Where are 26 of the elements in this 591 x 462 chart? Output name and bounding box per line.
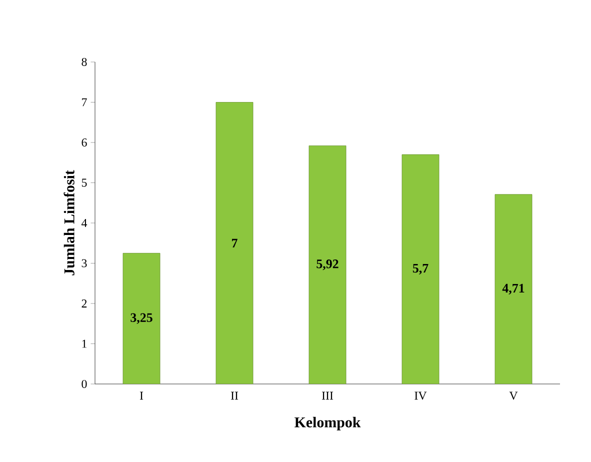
y-tick-label: 0 [82, 380, 87, 388]
x-tick-label: V [509, 392, 518, 400]
data-label: 4,71 [502, 284, 524, 294]
y-tick-label: 3 [82, 259, 87, 268]
y-tick-label: 1 [82, 340, 87, 348]
bar [216, 102, 254, 384]
y-tick-label: 5 [82, 178, 87, 187]
bar [122, 252, 160, 384]
y-tick-label: 2 [82, 300, 87, 308]
x-tick-label: IV [414, 392, 427, 400]
y-tick-label: 6 [82, 138, 87, 146]
y-tick-label: 8 [82, 58, 87, 66]
x-axis-title: Kelompok [294, 416, 361, 430]
y-tick-label: 7 [82, 98, 87, 106]
data-label: 3,25 [130, 313, 152, 324]
x-tick-label: I [140, 392, 144, 400]
bar [308, 146, 346, 384]
data-label: 5,7 [412, 264, 428, 275]
x-tick-label: II [230, 392, 238, 400]
data-label: 7 [232, 238, 238, 248]
bar [402, 154, 440, 384]
y-tick-label: 4 [81, 219, 88, 227]
bar [494, 194, 532, 384]
x-tick-label: III [322, 392, 334, 400]
y-axis-title: Jumlah Limfosit [64, 170, 74, 276]
data-label: 5,92 [316, 260, 338, 270]
